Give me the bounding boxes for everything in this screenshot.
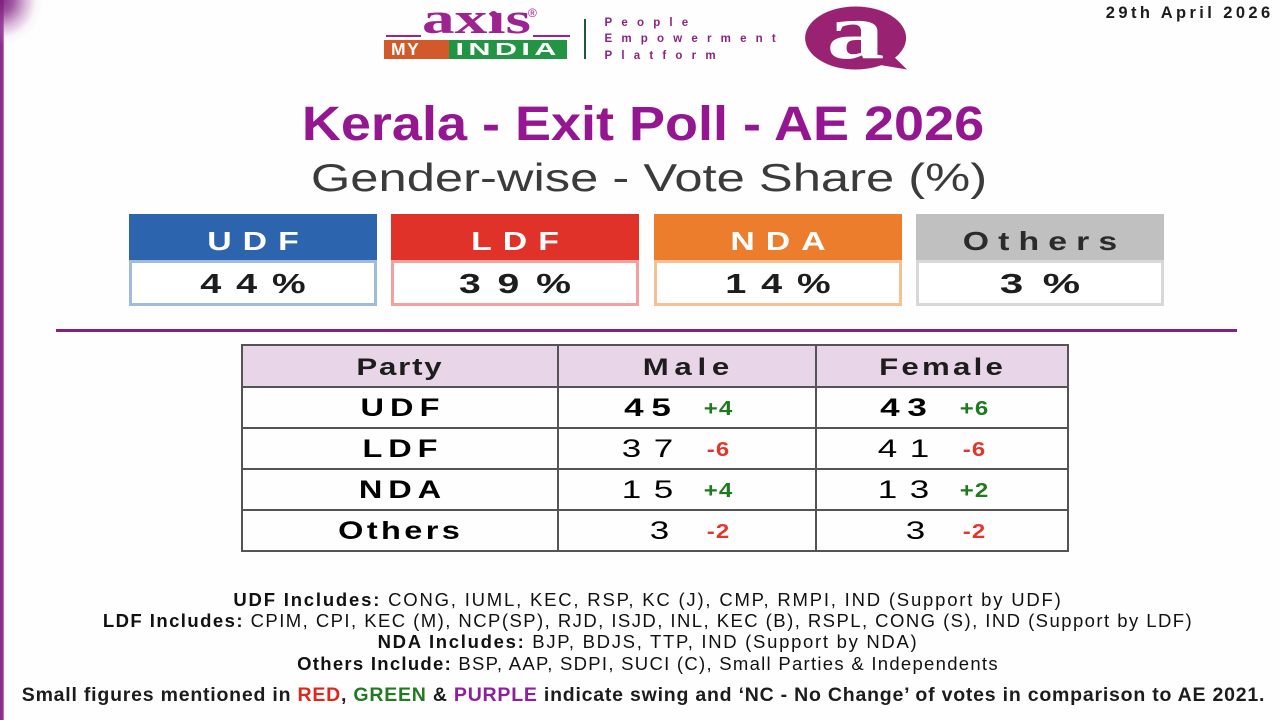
svg-text:a: a (827, 0, 885, 75)
